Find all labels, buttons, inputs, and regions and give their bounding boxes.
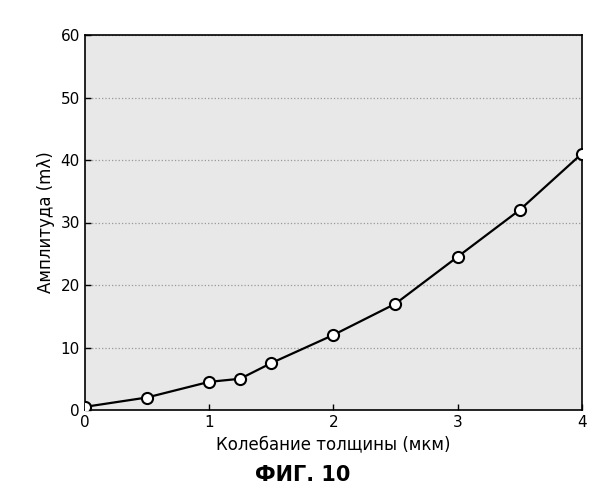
Text: ФИГ. 10: ФИГ. 10 bbox=[255, 465, 351, 485]
Y-axis label: Амплитуда (mλ): Амплитуда (mλ) bbox=[37, 152, 55, 294]
X-axis label: Колебание толщины (мкм): Колебание толщины (мкм) bbox=[216, 436, 450, 454]
